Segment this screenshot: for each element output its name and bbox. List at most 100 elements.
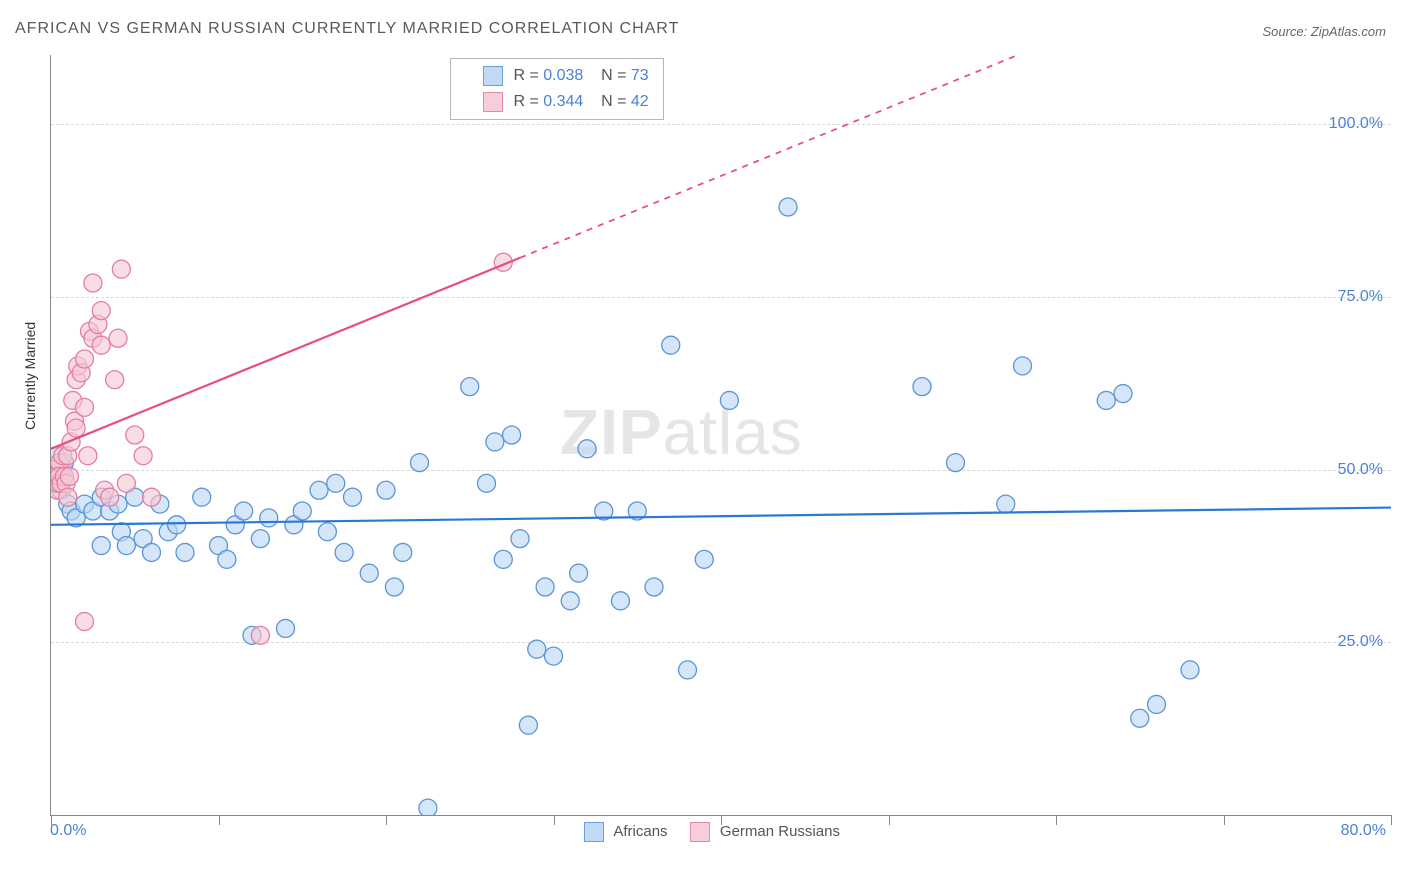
data-point <box>277 619 295 637</box>
data-point <box>143 488 161 506</box>
stats-swatch-2 <box>483 92 503 112</box>
data-point <box>101 488 119 506</box>
data-point <box>143 543 161 561</box>
data-point <box>503 426 521 444</box>
data-point <box>997 495 1015 513</box>
stats-swatch-1 <box>483 66 503 86</box>
data-point <box>59 488 77 506</box>
data-point <box>394 543 412 561</box>
data-point <box>84 274 102 292</box>
data-point <box>106 371 124 389</box>
data-point <box>486 433 504 451</box>
data-point <box>126 426 144 444</box>
data-point <box>310 481 328 499</box>
data-point <box>67 509 85 527</box>
data-point <box>327 474 345 492</box>
source-label: Source: ZipAtlas.com <box>1262 24 1386 39</box>
data-point <box>570 564 588 582</box>
data-point <box>84 329 102 347</box>
data-point <box>260 509 278 527</box>
data-point <box>151 495 169 513</box>
data-point <box>57 474 75 492</box>
data-point <box>1097 391 1115 409</box>
data-point <box>645 578 663 596</box>
data-point <box>64 391 82 409</box>
data-point <box>595 502 613 520</box>
data-point <box>92 302 110 320</box>
gridline <box>51 297 1391 298</box>
data-point <box>67 419 85 437</box>
y-tick-label: 25.0% <box>1338 633 1383 651</box>
data-point <box>96 481 114 499</box>
data-point <box>360 564 378 582</box>
data-point <box>51 481 67 499</box>
series-label-2: German Russians <box>720 823 840 840</box>
data-point <box>76 495 94 513</box>
data-point <box>1148 695 1166 713</box>
data-point <box>779 198 797 216</box>
y-tick-label: 100.0% <box>1329 115 1383 133</box>
data-point <box>92 488 110 506</box>
data-point <box>251 530 269 548</box>
stats-row-1: R = 0.038 N = 73 <box>465 63 649 89</box>
data-point <box>385 578 403 596</box>
data-point <box>913 378 931 396</box>
y-tick-label: 75.0% <box>1338 288 1383 306</box>
data-point <box>92 537 110 555</box>
data-point <box>545 647 563 665</box>
chart-svg <box>51 55 1391 815</box>
data-point <box>176 543 194 561</box>
data-point <box>377 481 395 499</box>
data-point <box>59 447 77 465</box>
y-axis-label: Currently Married <box>22 322 38 430</box>
data-point <box>536 578 554 596</box>
data-point <box>76 613 94 631</box>
series-legend: Africans German Russians <box>0 822 1406 842</box>
data-point <box>218 550 236 568</box>
data-point <box>52 481 70 499</box>
series-label-1: Africans <box>613 823 667 840</box>
data-point <box>112 260 130 278</box>
data-point <box>478 474 496 492</box>
data-point <box>117 474 135 492</box>
data-point <box>210 537 228 555</box>
data-point <box>226 516 244 534</box>
gridline <box>51 470 1391 471</box>
data-point <box>168 516 186 534</box>
stats-legend: R = 0.038 N = 73 R = 0.344 N = 42 <box>450 58 664 120</box>
series-swatch-2 <box>690 822 710 842</box>
data-point <box>1181 661 1199 679</box>
data-point <box>1114 385 1132 403</box>
data-point <box>112 523 130 541</box>
data-point <box>117 537 135 555</box>
data-point <box>101 502 119 520</box>
plot-area: 25.0% 50.0% 75.0% 100.0% <box>50 55 1391 816</box>
data-point <box>1014 357 1032 375</box>
data-point <box>81 322 99 340</box>
data-point <box>720 391 738 409</box>
data-point <box>51 474 67 492</box>
data-point <box>109 329 127 347</box>
data-point <box>628 502 646 520</box>
data-point <box>293 502 311 520</box>
data-point <box>159 523 177 541</box>
data-point <box>92 336 110 354</box>
y-tick-label: 50.0% <box>1338 461 1383 479</box>
data-point <box>62 433 80 451</box>
data-point <box>511 530 529 548</box>
data-point <box>235 502 253 520</box>
data-point <box>695 550 713 568</box>
series-swatch-1 <box>584 822 604 842</box>
data-point <box>612 592 630 610</box>
data-point <box>62 502 80 520</box>
data-point <box>1131 709 1149 727</box>
data-point <box>134 447 152 465</box>
data-point <box>318 523 336 541</box>
data-point <box>65 412 83 430</box>
data-point <box>344 488 362 506</box>
data-point <box>76 398 94 416</box>
trend-line <box>51 508 1391 525</box>
trend-line <box>51 258 520 449</box>
data-point <box>69 357 87 375</box>
gridline <box>51 124 1391 125</box>
